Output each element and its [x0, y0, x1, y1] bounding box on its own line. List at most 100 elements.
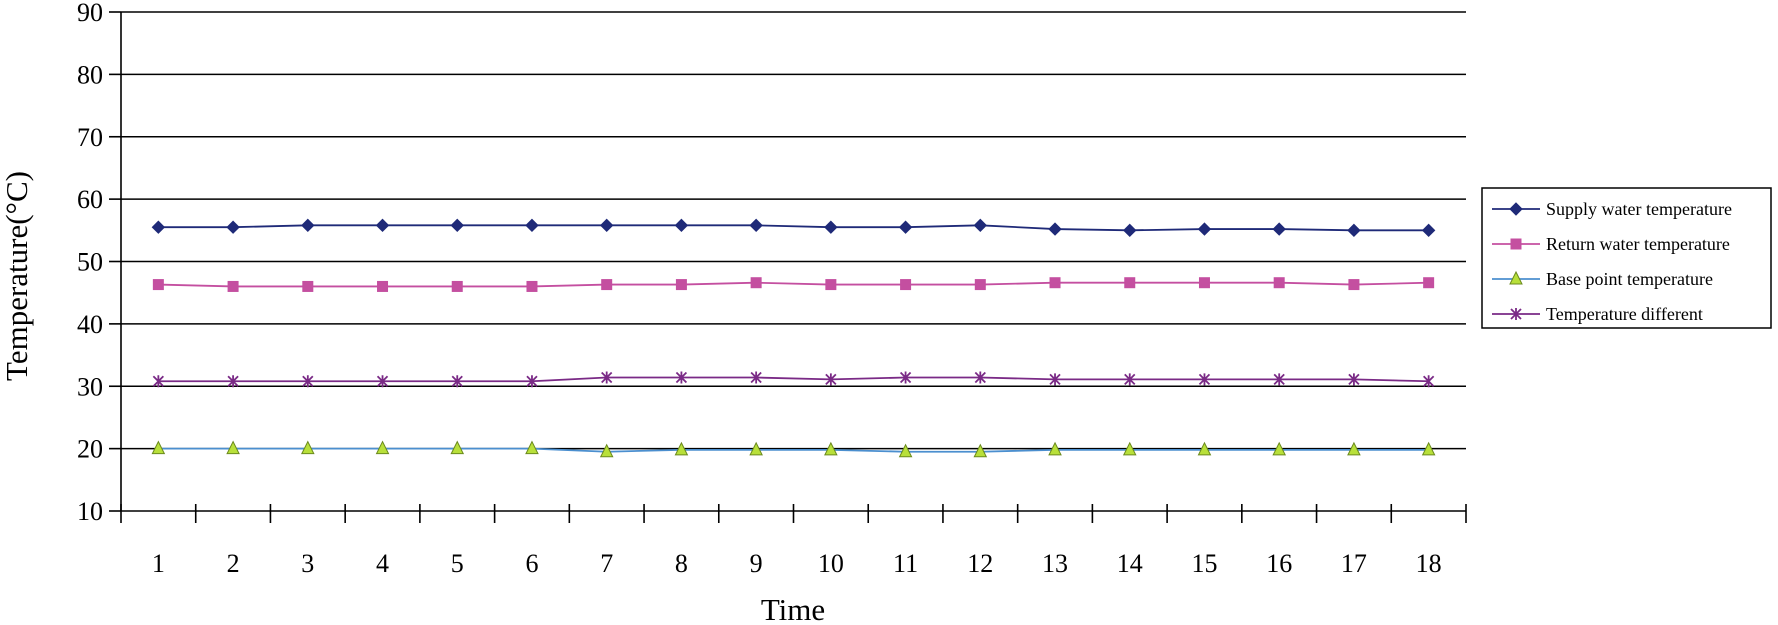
- x-tick-label: 7: [600, 549, 613, 578]
- data-point: [1124, 373, 1136, 386]
- data-point: [227, 375, 239, 388]
- y-tick-label: 70: [77, 123, 103, 152]
- x-tick-label: 2: [227, 549, 240, 578]
- data-point: [227, 280, 239, 292]
- data-point: [1421, 223, 1436, 238]
- data-point: [1347, 223, 1361, 238]
- legend-label: Return water temperature: [1546, 234, 1730, 254]
- data-point: [1123, 223, 1137, 238]
- data-point: [1272, 222, 1286, 236]
- data-point: [151, 440, 166, 455]
- x-axis-ticks: 1 2 3 4 5 6 7 8 9 10 11 12 13 14 15 16 17 18: [120, 504, 1467, 578]
- x-tick-label: 15: [1191, 549, 1217, 578]
- y-tick-label: 50: [77, 248, 103, 277]
- legend: Supply water temperature Return water tem…: [1481, 187, 1772, 329]
- series-temperature-different: [152, 371, 1435, 388]
- series-line: [158, 447, 1429, 453]
- data-point: [1198, 373, 1211, 386]
- data-point: [375, 218, 390, 233]
- y-tick-label: 80: [77, 60, 103, 89]
- data-point: [1510, 238, 1522, 250]
- data-point: [675, 371, 688, 384]
- data-point: [599, 443, 614, 458]
- x-tick-label: 5: [451, 549, 464, 578]
- series-supply-water-temperature: [151, 218, 1436, 238]
- data-point: [1510, 308, 1522, 320]
- data-point: [1421, 441, 1436, 456]
- data-point: [674, 441, 689, 456]
- data-point: [900, 279, 912, 291]
- data-point: [1273, 277, 1285, 289]
- legend-item: Supply water temperature: [1492, 199, 1732, 219]
- legend-box: [1481, 187, 1772, 329]
- x-tick-label: 18: [1416, 549, 1442, 578]
- data-point: [1509, 270, 1523, 285]
- x-tick-label: 9: [750, 549, 763, 578]
- x-tick-label: 4: [376, 549, 389, 578]
- x-tick-label: 11: [893, 549, 918, 578]
- data-point: [151, 220, 166, 234]
- data-point: [824, 441, 838, 456]
- legend-item: Return water temperature: [1492, 234, 1730, 254]
- data-point: [1509, 202, 1523, 216]
- data-point: [1272, 441, 1286, 456]
- data-point: [1348, 373, 1360, 386]
- data-point: [750, 371, 762, 384]
- data-point: [375, 440, 390, 455]
- x-tick-label: 16: [1266, 549, 1292, 578]
- legend-item: Base point temperature: [1492, 269, 1713, 289]
- data-point: [749, 218, 763, 233]
- data-point: [825, 279, 837, 291]
- data-point: [1049, 373, 1061, 386]
- data-point: [301, 218, 315, 233]
- x-tick-label: 17: [1341, 549, 1367, 578]
- data-point: [1197, 441, 1212, 456]
- data-point: [300, 440, 315, 455]
- data-point: [1048, 222, 1062, 236]
- series-line: [158, 224, 1429, 232]
- data-point: [525, 440, 539, 455]
- gridlines: [121, 11, 1466, 450]
- data-point: [601, 371, 613, 384]
- data-point: [825, 373, 837, 386]
- data-point: [973, 443, 988, 458]
- data-point: [750, 277, 762, 289]
- y-tick-label: 90: [77, 0, 103, 27]
- data-point: [898, 443, 913, 458]
- data-point: [450, 218, 464, 233]
- data-point: [674, 218, 689, 233]
- data-point: [1197, 222, 1212, 236]
- data-point: [1049, 277, 1061, 289]
- data-point: [899, 371, 912, 384]
- data-point: [525, 218, 539, 233]
- y-tick-label: 20: [77, 435, 103, 464]
- y-tick-label: 10: [77, 497, 103, 526]
- x-tick-label: 12: [967, 549, 993, 578]
- x-axis-title: Time: [761, 592, 825, 625]
- y-tick-label: 30: [77, 372, 103, 401]
- series-line: [158, 376, 1429, 383]
- x-tick-label: 13: [1042, 549, 1068, 578]
- data-point: [1273, 373, 1285, 386]
- series-base-point-temperature: [151, 440, 1436, 458]
- series-line: [158, 281, 1429, 288]
- data-point: [973, 218, 988, 233]
- series-group: [151, 218, 1436, 458]
- data-point: [226, 220, 240, 234]
- data-point: [226, 440, 240, 455]
- series-return-water-temperature: [152, 277, 1435, 292]
- data-point: [376, 375, 389, 388]
- data-point: [1423, 375, 1435, 388]
- legend-label: Supply water temperature: [1546, 199, 1732, 219]
- data-point: [302, 280, 314, 292]
- data-point: [451, 280, 463, 292]
- data-point: [1423, 277, 1435, 289]
- data-point: [450, 440, 465, 455]
- data-point: [526, 280, 538, 292]
- data-point: [152, 375, 164, 388]
- x-tick-label: 8: [675, 549, 688, 578]
- legend-label: Temperature different: [1546, 304, 1703, 324]
- data-point: [1348, 279, 1360, 291]
- y-tick-label: 40: [77, 310, 103, 339]
